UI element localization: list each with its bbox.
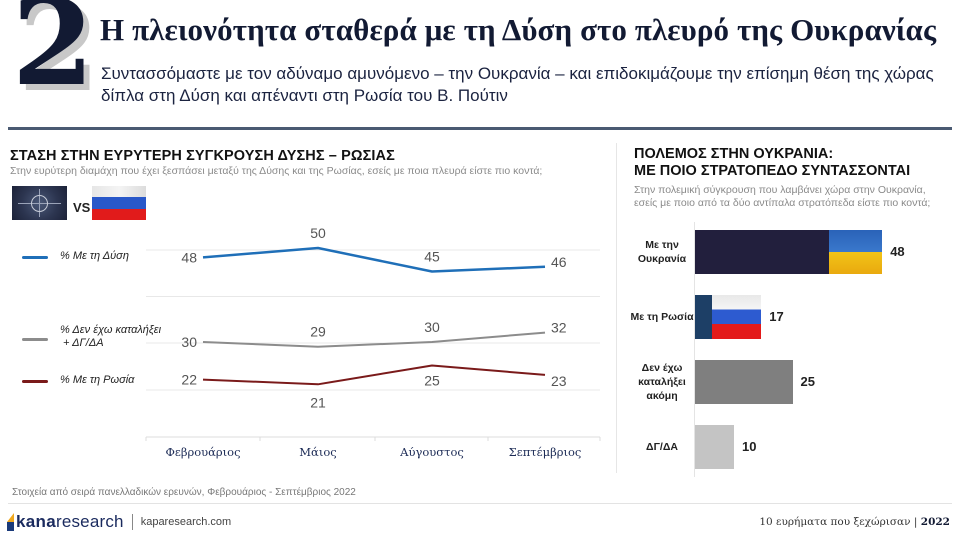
bar-chart-axis [694,222,695,477]
bar-chart-title-line-2: ΜΕ ΠΟΙΟ ΣΤΡΑΤΟΠΕΔΟ ΣΥΝΤΑΣΣΟΝΤΑΙ [634,163,911,179]
series-line [202,364,546,386]
bar-value-label: 48 [890,244,905,259]
data-label: 25 [424,373,440,389]
bar-category-label: Με τη Ρωσία [630,311,694,323]
x-tick-label: Σεπτέμβριος [509,445,582,459]
data-label: 45 [424,249,440,265]
bar-category-label: ΔΓ/ΔΑ [646,441,678,453]
data-label: 21 [310,394,326,410]
footer-separator: | [913,516,921,528]
x-tick-label: Φεβρουάριος [165,445,240,459]
x-tick-label: Μάιος [299,445,336,459]
legend-item: % Δεν έχω καταλήξει + ΔΓ/ΔΑ [22,324,161,350]
page-title: Η πλειονότητα σταθερά με τη Δύση στο πλε… [100,12,937,47]
footer-divider [8,503,952,504]
legend-swatch [22,380,48,383]
data-label: 46 [551,254,567,270]
bar-chart-question-line-1: Στην πολεμική σύγκρουση που λαμβάνει χώρ… [634,184,926,196]
x-tick-label: Αύγουστος [399,445,464,459]
bar [695,295,762,339]
bar-chart-title-line-1: ΠΟΛΕΜΟΣ ΣΤΗΝ ΟΥΚΡΑΝΙΑ: [634,146,834,162]
nato-flag-icon [12,186,67,220]
series-footer: 10 ευρήματα που ξεχώρισαν | 2022 [759,516,950,528]
bar-category-label: Δεν έχω καταλήξει ακόμη [638,362,686,402]
kapa-research-logo: kana research kaparesearch.com [4,512,231,532]
source-note: Στοιχεία από σειρά πανελλαδικών ερευνών,… [12,487,356,498]
data-label: 22 [181,372,197,388]
line-chart-question: Στην ευρύτερη διαμάχη που έχει ξεσπάσει … [10,165,543,177]
subtitle-line-1: Συντασσόμαστε με τον αδύναμο αμυνόμενο –… [101,64,934,83]
bar-chart-question-line-2: εσείς με ποιο από τα δύο αντίπαλα στρατό… [634,197,931,209]
logo-separator [131,514,133,530]
legend-label: % Με τη Δύση [60,250,129,262]
russia-flag-icon [92,186,146,220]
bar [695,230,883,274]
vs-label: VS [73,200,91,215]
bar [695,360,793,404]
legend-swatch [22,256,48,259]
page-subtitle: Συντασσόμαστε με τον αδύναμο αμυνόμενο –… [101,63,941,107]
bar-chart-question: Στην πολεμική σύγκρουση που λαμβάνει χώρ… [634,184,930,210]
bar-value-label: 25 [800,374,815,389]
data-label: 32 [551,320,567,336]
section-number: 2 [12,0,95,112]
kapa-logo-icon [4,513,14,531]
bar-chart-title: ΠΟΛΕΜΟΣ ΣΤΗΝ ΟΥΚΡΑΝΙΑ: ΜΕ ΠΟΙΟ ΣΤΡΑΤΟΠΕΔ… [634,146,910,180]
legend-item: % Με τη Δύση [22,250,129,263]
russia-flag-icon [712,295,762,339]
legend-swatch [22,338,48,341]
data-label: 23 [551,373,567,389]
data-label: 48 [181,249,197,265]
data-label: 29 [310,324,326,340]
legend-item: % Με τη Ρωσία [22,374,134,387]
bar-category-label: Με την Ουκρανία [637,239,687,265]
website-link[interactable]: kaparesearch.com [140,516,232,528]
header-divider [8,127,952,130]
data-label: 50 [310,225,326,241]
data-label: 30 [181,334,197,350]
ukraine-flag-icon [829,230,883,274]
logo-kapa-text: kana [16,512,56,531]
logo-research-text: research [55,512,124,531]
series-line [202,331,546,348]
bar [695,425,734,469]
series-title: 10 ευρήματα που ξεχώρισαν [759,516,911,528]
legend-label: % Δεν έχω καταλήξει + ΔΓ/ΔΑ [60,324,162,349]
series-year: 2022 [920,516,950,528]
legend-label: % Με τη Ρωσία [60,374,135,386]
bar-value-label: 10 [742,439,757,454]
subtitle-line-2: δίπλα στη Δύση και απέναντι στη Ρωσία το… [101,86,508,105]
section-number-shadow: 2 [18,0,101,118]
bar-value-label: 17 [769,309,784,324]
line-chart-title: ΣΤΑΣΗ ΣΤΗΝ ΕΥΡΥΤΕΡΗ ΣΥΓΚΡΟΥΣΗ ΔΥΣΗΣ – ΡΩ… [10,148,395,164]
series-line [202,246,546,273]
data-label: 30 [424,319,440,335]
panel-divider [616,143,617,473]
